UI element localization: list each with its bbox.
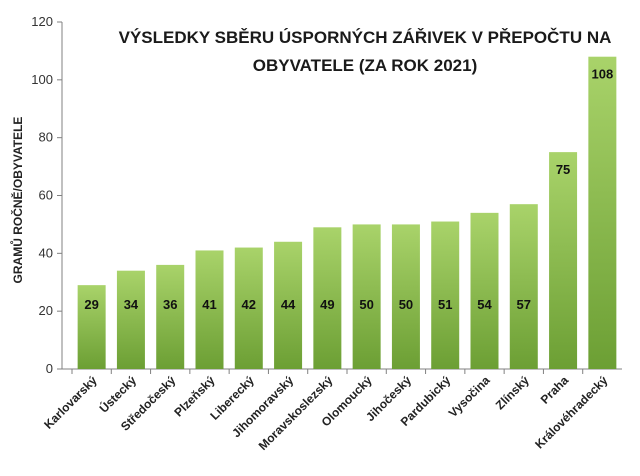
data-label: 50 (399, 297, 413, 312)
y-tick-label: 80 (39, 130, 53, 145)
bar (470, 212, 499, 369)
bar (352, 224, 381, 369)
data-label: 54 (477, 297, 492, 312)
x-tick-label: Zlínský (493, 373, 532, 412)
y-tick-label: 0 (46, 361, 53, 376)
data-label: 41 (202, 297, 216, 312)
bar (431, 221, 460, 369)
bar (116, 270, 145, 369)
y-axis-label: GRAMŮ ROČNĚ/OBYVATELE (9, 117, 25, 284)
data-label: 57 (517, 297, 531, 312)
bars (77, 56, 617, 369)
bar (274, 241, 303, 369)
data-label: 49 (320, 297, 334, 312)
data-label: 42 (242, 297, 256, 312)
bar (234, 247, 263, 369)
bar (588, 56, 617, 369)
data-label: 75 (556, 162, 570, 177)
bar (195, 250, 224, 369)
bar (77, 285, 106, 369)
data-label: 36 (163, 297, 177, 312)
x-tick-label: Moravskoslezský (256, 373, 336, 453)
bar (549, 152, 578, 369)
data-label: 29 (84, 297, 98, 312)
bar (391, 224, 420, 369)
data-label: 44 (281, 297, 296, 312)
y-tick-label: 60 (39, 188, 53, 203)
x-tick-label: Královéhradecký (532, 373, 611, 452)
chart-title: VÝSLEDKY SBĚRU ÚSPORNÝCH ZÁŘIVEK V PŘEPO… (119, 28, 612, 75)
bar (509, 204, 538, 369)
x-tick-label: Karlovarský (41, 373, 100, 432)
data-label: 34 (124, 297, 139, 312)
data-label: 51 (438, 297, 452, 312)
data-labels: 29 34 36 41 42 44 49 50 50 51 54 57 75 108 (84, 67, 613, 312)
x-tick-labels: KarlovarskýÚsteckýStředočeskýPlzeňskýLib… (41, 372, 610, 453)
data-label: 108 (592, 67, 614, 82)
x-tick-label: Praha (538, 373, 572, 407)
bar (313, 227, 342, 369)
y-tick-label: 100 (31, 72, 53, 87)
y-tick-label: 40 (39, 245, 53, 260)
bar (156, 264, 185, 369)
x-tick-label: Vysočina (446, 373, 493, 420)
chart-title-line-1: VÝSLEDKY SBĚRU ÚSPORNÝCH ZÁŘIVEK V PŘEPO… (119, 28, 612, 47)
data-label: 50 (359, 297, 373, 312)
y-tick-label: 120 (31, 14, 53, 29)
chart-axes: 0 20 40 60 80 100 120 (31, 14, 622, 376)
y-tick-label: 20 (39, 303, 53, 318)
chart-title-line-2: OBYVATELE (ZA ROK 2021) (253, 56, 478, 75)
